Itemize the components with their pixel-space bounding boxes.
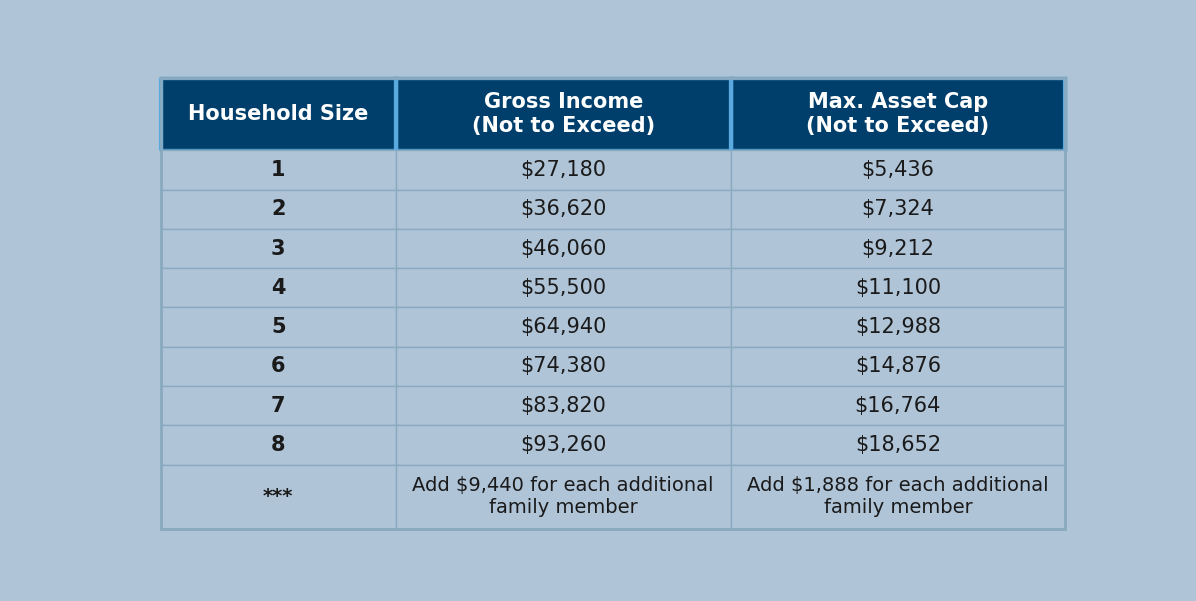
- Bar: [731, 386, 1066, 426]
- Text: Max. Asset Cap
(Not to Exceed): Max. Asset Cap (Not to Exceed): [806, 93, 989, 136]
- Bar: [731, 150, 1066, 189]
- Text: Gross Income
(Not to Exceed): Gross Income (Not to Exceed): [471, 93, 654, 136]
- Text: $12,988: $12,988: [855, 317, 941, 337]
- Bar: [731, 78, 1066, 150]
- Text: Household Size: Household Size: [188, 104, 368, 124]
- Text: $5,436: $5,436: [861, 160, 934, 180]
- Bar: [160, 150, 396, 189]
- Bar: [396, 229, 731, 268]
- Bar: [731, 347, 1066, 386]
- Bar: [396, 268, 731, 308]
- Text: 6: 6: [271, 356, 286, 376]
- Text: $16,764: $16,764: [855, 395, 941, 416]
- Text: $36,620: $36,620: [520, 200, 606, 219]
- Text: ***: ***: [263, 487, 293, 507]
- Text: $46,060: $46,060: [520, 239, 606, 258]
- Bar: [160, 268, 396, 308]
- Text: 3: 3: [271, 239, 286, 258]
- Bar: [396, 189, 731, 229]
- Bar: [160, 78, 396, 150]
- Text: Add $9,440 for each additional
family member: Add $9,440 for each additional family me…: [413, 477, 714, 517]
- Text: $9,212: $9,212: [861, 239, 934, 258]
- Text: $64,940: $64,940: [520, 317, 606, 337]
- Bar: [160, 308, 396, 347]
- Bar: [396, 308, 731, 347]
- Text: 7: 7: [271, 395, 286, 416]
- Text: 4: 4: [271, 278, 286, 297]
- Bar: [396, 386, 731, 426]
- Bar: [396, 150, 731, 189]
- Bar: [160, 347, 396, 386]
- Bar: [731, 426, 1066, 465]
- Bar: [160, 386, 396, 426]
- Text: $7,324: $7,324: [861, 200, 934, 219]
- Bar: [160, 465, 396, 529]
- Bar: [731, 465, 1066, 529]
- Text: $74,380: $74,380: [520, 356, 606, 376]
- Text: $18,652: $18,652: [855, 435, 941, 455]
- Text: $14,876: $14,876: [855, 356, 941, 376]
- Bar: [160, 189, 396, 229]
- Bar: [160, 229, 396, 268]
- Text: 5: 5: [271, 317, 286, 337]
- Bar: [731, 268, 1066, 308]
- Text: Add $1,888 for each additional
family member: Add $1,888 for each additional family me…: [748, 477, 1049, 517]
- Bar: [731, 308, 1066, 347]
- Text: $11,100: $11,100: [855, 278, 941, 297]
- Bar: [396, 426, 731, 465]
- Text: 1: 1: [271, 160, 286, 180]
- Bar: [731, 189, 1066, 229]
- Text: $83,820: $83,820: [520, 395, 606, 416]
- Bar: [396, 465, 731, 529]
- Bar: [160, 426, 396, 465]
- Text: $27,180: $27,180: [520, 160, 606, 180]
- Text: 2: 2: [271, 200, 286, 219]
- Bar: [396, 347, 731, 386]
- Text: $55,500: $55,500: [520, 278, 606, 297]
- Bar: [396, 78, 731, 150]
- Text: $93,260: $93,260: [520, 435, 606, 455]
- Bar: [731, 229, 1066, 268]
- Text: 8: 8: [271, 435, 286, 455]
